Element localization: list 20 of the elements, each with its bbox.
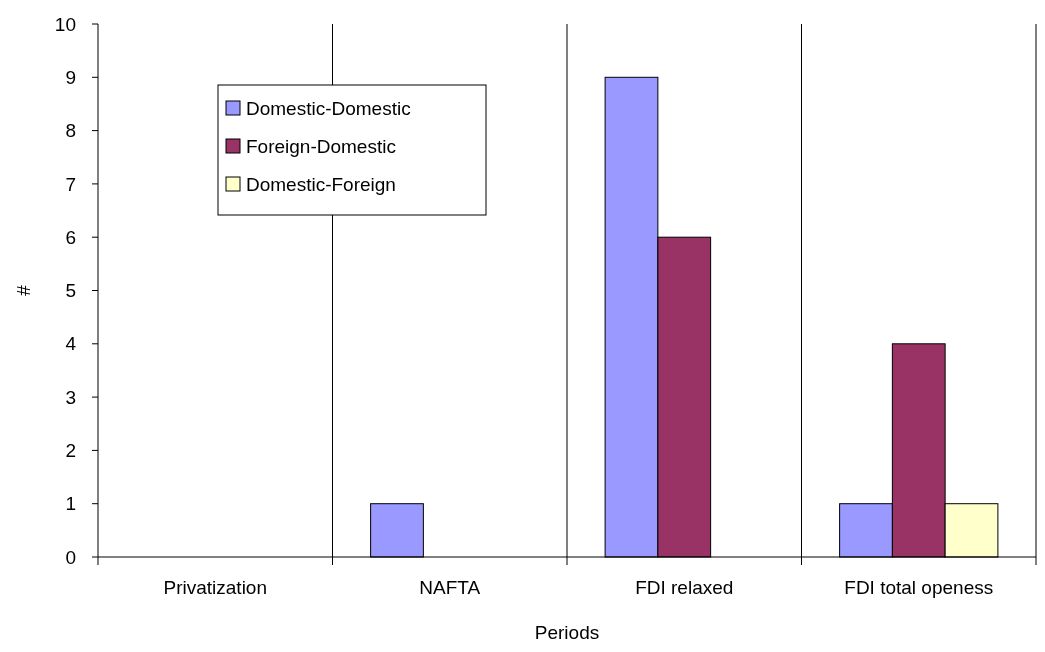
x-axis-title: Periods [534,622,600,643]
y-tick-label: 6 [65,226,76,248]
y-tick-label: 3 [65,386,76,408]
legend-label: Domestic-Domestic [246,97,411,119]
x-tick-label: FDI total openess [844,577,994,598]
y-tick-label: 0 [65,546,76,568]
y-tick-label: 1 [65,493,76,515]
x-tick-label: Privatization [163,577,267,598]
y-tick-label: 7 [65,173,76,195]
y-tick-label: 9 [65,66,76,88]
x-tick-label: NAFTA [419,577,481,598]
legend-label: Foreign-Domestic [246,135,396,157]
y-tick-label: 2 [65,440,76,462]
y-axis-title: # [13,284,34,296]
y-tick-label: 8 [65,120,76,142]
legend-label: Domestic-Foreign [246,173,396,195]
x-tick-label: FDI relaxed [635,577,734,598]
y-tick-label: 10 [54,13,76,35]
y-tick-label: 5 [65,280,76,302]
y-tick-label: 4 [65,333,77,355]
